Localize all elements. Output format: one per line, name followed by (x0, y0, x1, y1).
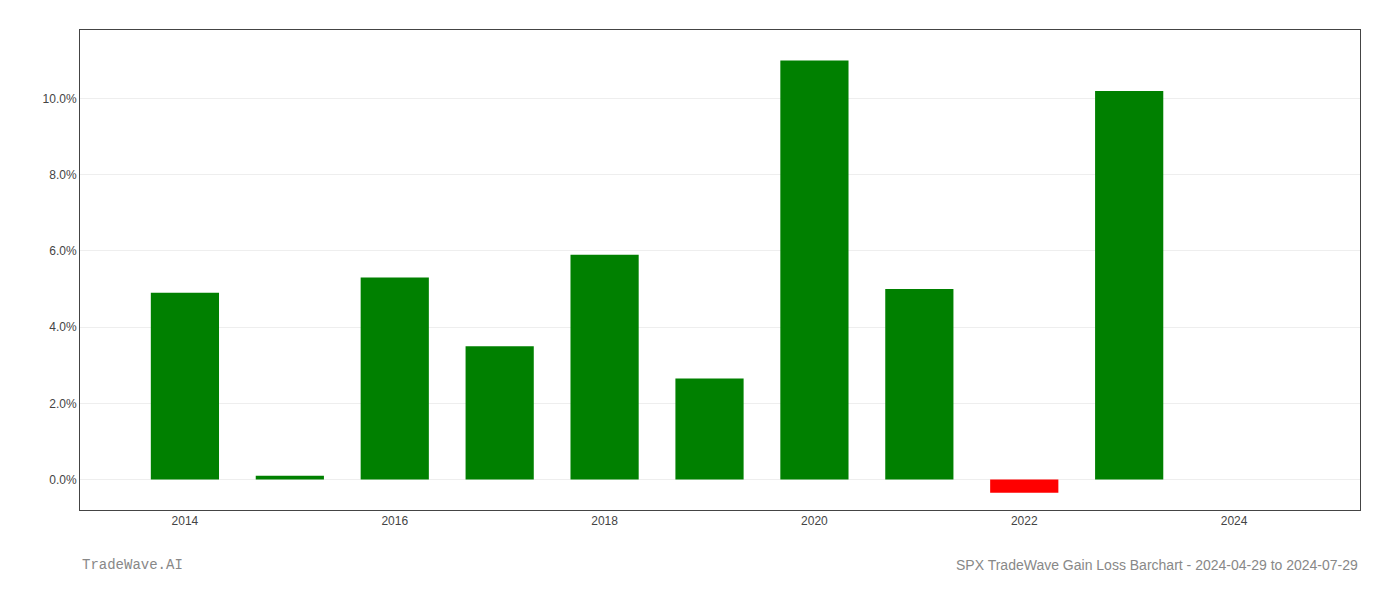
svg-text:2014: 2014 (172, 514, 199, 528)
svg-text:2.0%: 2.0% (49, 397, 77, 411)
svg-text:10.0%: 10.0% (43, 92, 77, 106)
svg-text:0.0%: 0.0% (49, 473, 77, 487)
svg-text:8.0%: 8.0% (49, 168, 77, 182)
svg-text:2022: 2022 (1011, 514, 1038, 528)
svg-text:6.0%: 6.0% (49, 244, 77, 258)
svg-text:SPX TradeWave Gain Loss Barcha: SPX TradeWave Gain Loss Barchart - 2024-… (956, 557, 1358, 573)
svg-text:2024: 2024 (1221, 514, 1248, 528)
svg-text:4.0%: 4.0% (49, 320, 77, 334)
svg-text:2018: 2018 (591, 514, 618, 528)
svg-text:TradeWave.AI: TradeWave.AI (82, 557, 183, 573)
svg-text:2016: 2016 (381, 514, 408, 528)
svg-text:2020: 2020 (801, 514, 828, 528)
